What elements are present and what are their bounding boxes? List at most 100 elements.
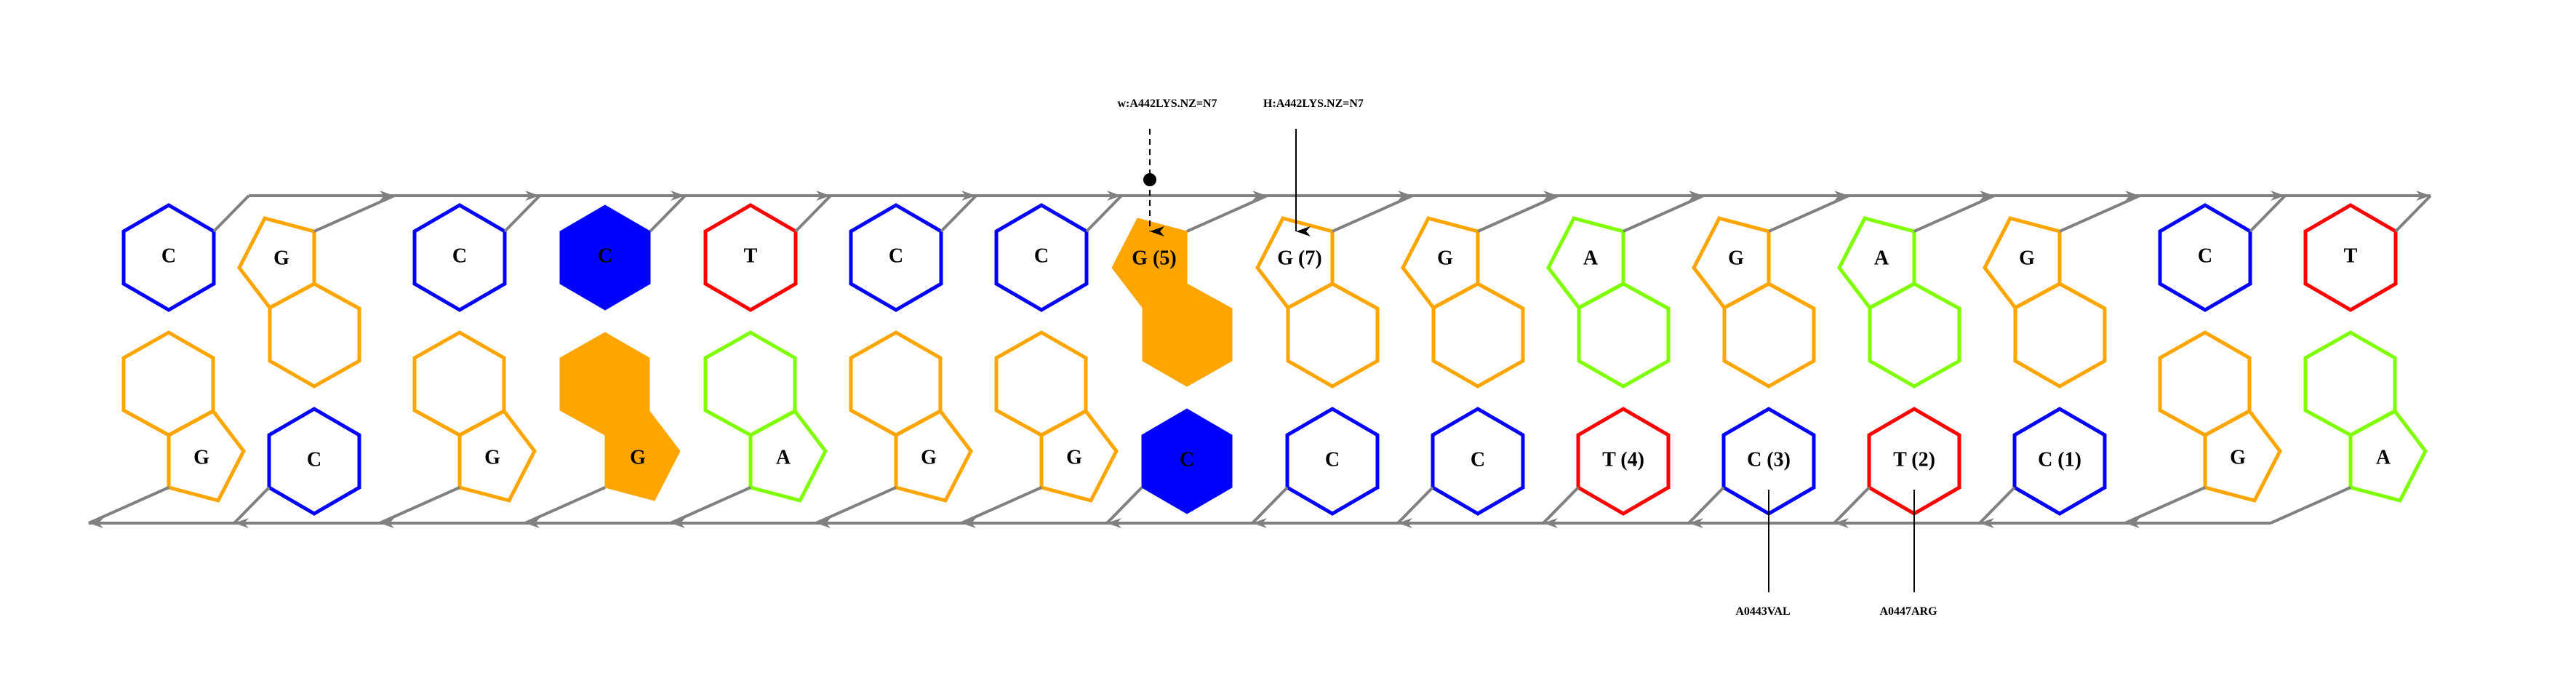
bottom-base-label: A <box>776 446 791 469</box>
backbone-connector <box>670 486 751 525</box>
top-base-label: G <box>1728 247 1744 269</box>
top-base-label: G (7) <box>1277 247 1321 269</box>
top-base-G-11 <box>1692 191 1849 389</box>
purine-six-ring <box>1722 282 1816 389</box>
top-base-label: C <box>2198 244 2212 267</box>
top-base-label: C <box>161 244 176 267</box>
annotation-layer: w:A442LYS.NZ=N7 H:A442LYS.NZ=N7 A0443VAL A0… <box>1118 97 1938 618</box>
backbone-connector <box>2059 194 2140 233</box>
top-base-label: C <box>889 244 903 267</box>
bottom-base-label: C (1) <box>2038 448 2081 471</box>
top-base-label: A <box>1874 247 1889 269</box>
bottom-base-A-4 <box>670 330 828 528</box>
water-molecule-dot <box>1143 173 1156 186</box>
bottom-base-C-8 <box>1251 407 1380 528</box>
backbone-connector <box>379 486 460 525</box>
top-base-label: G <box>1437 247 1453 269</box>
backbone-connector <box>503 194 541 233</box>
top-base-label: G <box>2019 247 2035 269</box>
purine-six-ring <box>2158 330 2252 437</box>
top-base-A-12 <box>1837 191 1995 389</box>
bottom-base-label: C <box>1471 448 1485 471</box>
backbone-connector <box>1251 486 1289 525</box>
top-base-C-2 <box>412 191 541 312</box>
interaction-label: w:A442LYS.NZ=N7 <box>1118 97 1217 110</box>
backbone-connector <box>212 194 250 233</box>
purine-six-ring <box>703 330 797 437</box>
top-base-C-3 <box>559 191 687 311</box>
bottom-base-label: G <box>193 446 209 469</box>
top-base-T-15 <box>2303 191 2432 312</box>
bottom-base-label: A <box>2376 446 2391 469</box>
bottom-base-C-1 <box>233 407 361 528</box>
purine-six-ring <box>1286 282 1380 389</box>
top-base-label: T <box>744 244 758 267</box>
bottom-base-G-0 <box>88 330 246 528</box>
top-base-label: C <box>452 244 467 267</box>
backbone-connector <box>1687 486 1725 525</box>
bottom-base-label: C <box>1325 448 1340 471</box>
backbone-connector <box>815 486 897 525</box>
top-base-C-0 <box>121 194 250 312</box>
backbone-connector <box>1978 486 2016 525</box>
purine-six-ring <box>1142 283 1233 387</box>
top-base-C-6 <box>994 191 1123 312</box>
backbone-connector <box>794 194 832 233</box>
top-base-A-10 <box>1546 191 1704 389</box>
purine-six-ring <box>1577 282 1671 389</box>
bottom-base-C-11 <box>1687 407 1816 528</box>
bottom-base-label: G <box>2230 446 2246 469</box>
top-base-label: G <box>273 247 289 269</box>
bottom-base-G-6 <box>961 330 1119 528</box>
top-base-G-7 <box>1111 191 1268 387</box>
bottom-base-G-5 <box>815 330 973 528</box>
bottom-base-A-15 <box>2270 330 2428 525</box>
bottom-base-label: T (2) <box>1893 448 1935 471</box>
backbone-connector <box>1913 194 1995 233</box>
bottom-base-T-12 <box>1833 407 1961 528</box>
backbone-layer <box>89 194 2431 525</box>
residue-label: A0443VAL <box>1735 605 1790 618</box>
top-base-G-8 <box>1255 191 1413 389</box>
purine-six-ring <box>1868 282 1961 389</box>
bottom-base-C-7 <box>1105 408 1233 528</box>
top-base-label: G (5) <box>1132 247 1176 269</box>
bottom-base-G-3 <box>524 332 681 528</box>
purine-six-ring <box>849 330 943 437</box>
top-base-label: T <box>2344 244 2358 267</box>
top-base-C-5 <box>849 191 977 312</box>
bottom-base-label: G <box>1066 446 1082 469</box>
backbone-connector <box>2394 194 2432 233</box>
bottom-base-label: C <box>1180 448 1194 471</box>
bottom-base-label: T (4) <box>1602 448 1644 471</box>
bottom-base-C-13 <box>1978 407 2107 528</box>
bottom-base-G-14 <box>2124 330 2282 528</box>
top-base-G-13 <box>1983 191 2140 389</box>
purine-six-ring <box>559 332 650 436</box>
backbone-connector <box>1477 194 1559 233</box>
purine-six-ring <box>121 330 215 437</box>
residue-label: A0447ARG <box>1879 605 1937 618</box>
backbone-connector <box>649 194 687 233</box>
base-layer: C G C C T C C G (5) G (7) G A G A G C T G C G G A G G C C C T (4) C… <box>88 191 2432 528</box>
top-base-C-14 <box>2158 191 2287 312</box>
bottom-base-label: C (3) <box>1747 448 1791 471</box>
backbone-connector <box>940 194 977 233</box>
backbone-connector <box>1396 486 1434 525</box>
purine-six-ring <box>268 282 361 389</box>
backbone-connector <box>1105 486 1143 525</box>
bottom-base-C-9 <box>1396 407 1525 528</box>
backbone-connector <box>2249 194 2287 233</box>
backbone-connector <box>524 486 606 525</box>
backbone-connector <box>1186 194 1268 233</box>
backbone-connector <box>88 486 169 525</box>
top-base-G-9 <box>1401 191 1559 389</box>
bottom-base-label: G <box>484 446 500 469</box>
purine-six-ring <box>2013 282 2107 389</box>
purine-six-ring <box>994 330 1088 437</box>
bottom-base-G-2 <box>379 330 537 528</box>
top-base-label: A <box>1583 247 1599 269</box>
top-base-label: C <box>598 244 612 267</box>
backbone-connector <box>2124 486 2206 525</box>
